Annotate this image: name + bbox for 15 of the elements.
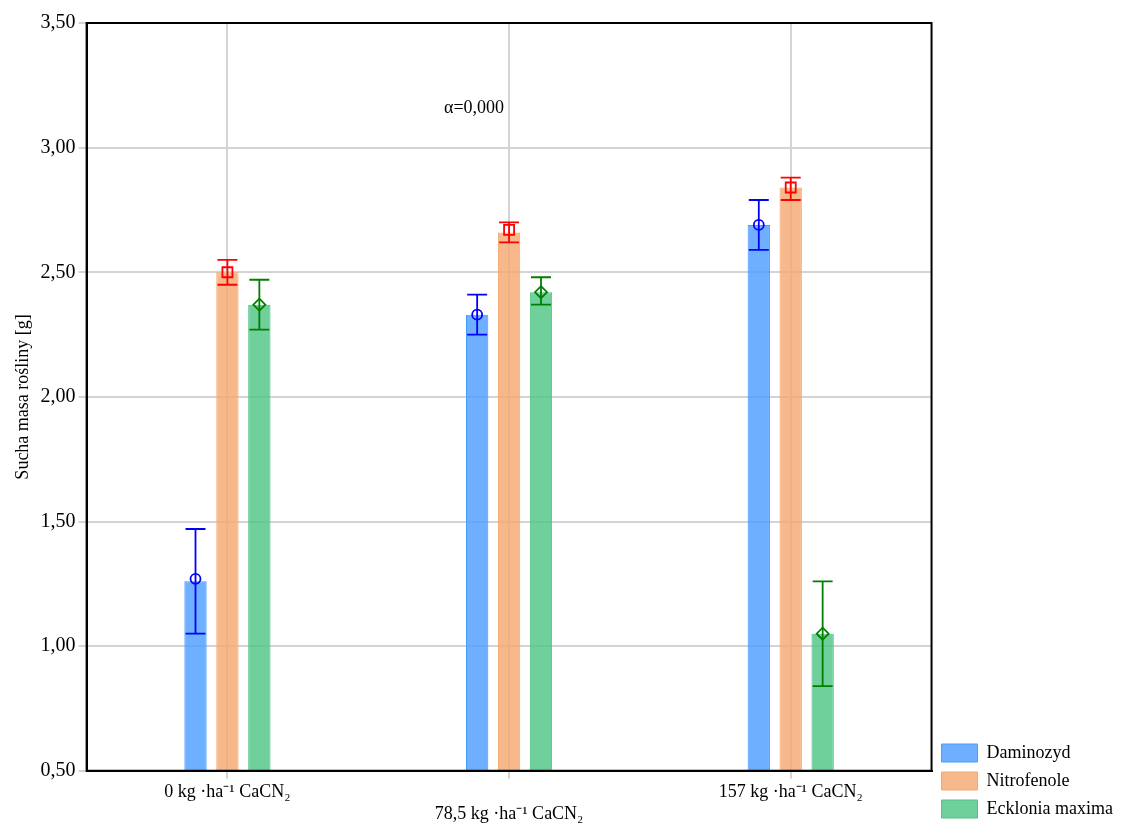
y-tick-label: 3,00 [40,134,76,157]
legend-label: Nitrofenole [986,769,1070,790]
y-tick-label: 1,00 [40,633,76,656]
y-tick-label: 2,50 [40,259,76,282]
y-tick-label: 2,00 [40,384,76,407]
x-tick-label: 0 kg ·ha⁻¹ CaCN₂ [164,781,291,802]
legend-label: Daminozyd [986,741,1071,762]
annotation: α=0,000 [444,97,505,117]
y-tick-label: 1,50 [40,508,76,531]
x-tick-label: 78,5 kg ·ha⁻¹ CaCN₂ [434,802,584,823]
y-tick-label: 0,50 [40,758,76,781]
x-tick-label: 157 kg ·ha⁻¹ CaCN₂ [718,781,863,802]
y-axis-title: Sucha masa rośliny [g] [11,314,32,480]
legend-label: Ecklonia maxima [986,797,1114,818]
y-tick-label: 3,50 [40,10,76,33]
